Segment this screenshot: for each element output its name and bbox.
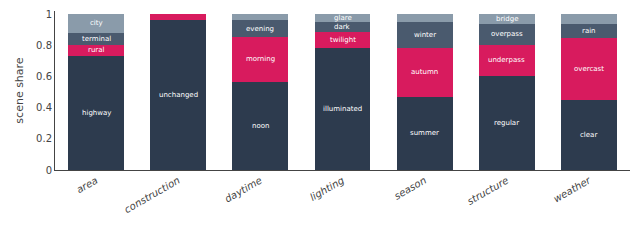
svg-text:1: 1 bbox=[46, 9, 52, 20]
svg-text:0.8: 0.8 bbox=[36, 40, 52, 51]
svg-text:weather: weather bbox=[551, 174, 593, 204]
svg-text:rain: rain bbox=[582, 27, 596, 35]
svg-text:twilight: twilight bbox=[330, 36, 356, 44]
svg-text:overpass: overpass bbox=[491, 30, 523, 38]
svg-text:0: 0 bbox=[46, 165, 52, 176]
svg-text:highway: highway bbox=[82, 109, 111, 117]
svg-text:noon: noon bbox=[252, 122, 269, 130]
svg-text:overcast: overcast bbox=[574, 65, 604, 73]
svg-text:regular: regular bbox=[494, 119, 519, 127]
svg-text:0.2: 0.2 bbox=[36, 133, 52, 144]
svg-text:winter: winter bbox=[414, 31, 436, 39]
svg-text:morning: morning bbox=[246, 55, 275, 63]
svg-text:terminal: terminal bbox=[82, 35, 111, 43]
svg-text:daytime: daytime bbox=[223, 175, 264, 205]
svg-text:structure: structure bbox=[465, 175, 510, 207]
svg-text:area: area bbox=[75, 175, 100, 196]
svg-text:clear: clear bbox=[580, 131, 597, 139]
svg-text:dark: dark bbox=[334, 23, 351, 31]
svg-text:0.4: 0.4 bbox=[36, 102, 52, 113]
svg-text:evening: evening bbox=[246, 25, 274, 33]
svg-text:construction: construction bbox=[122, 175, 181, 216]
svg-text:autumn: autumn bbox=[411, 68, 438, 76]
svg-text:unchanged: unchanged bbox=[159, 91, 198, 99]
svg-text:glare: glare bbox=[334, 14, 352, 22]
svg-text:underpass: underpass bbox=[488, 56, 525, 64]
svg-text:city: city bbox=[90, 19, 103, 27]
svg-text:rural: rural bbox=[88, 46, 104, 54]
svg-text:season: season bbox=[392, 175, 428, 202]
svg-text:bridge: bridge bbox=[496, 15, 518, 23]
svg-text:0.6: 0.6 bbox=[36, 71, 52, 82]
svg-text:lighting: lighting bbox=[308, 175, 346, 203]
svg-text:illuminated: illuminated bbox=[323, 105, 362, 113]
svg-text:scene share: scene share bbox=[13, 57, 26, 124]
svg-text:summer: summer bbox=[410, 129, 439, 137]
